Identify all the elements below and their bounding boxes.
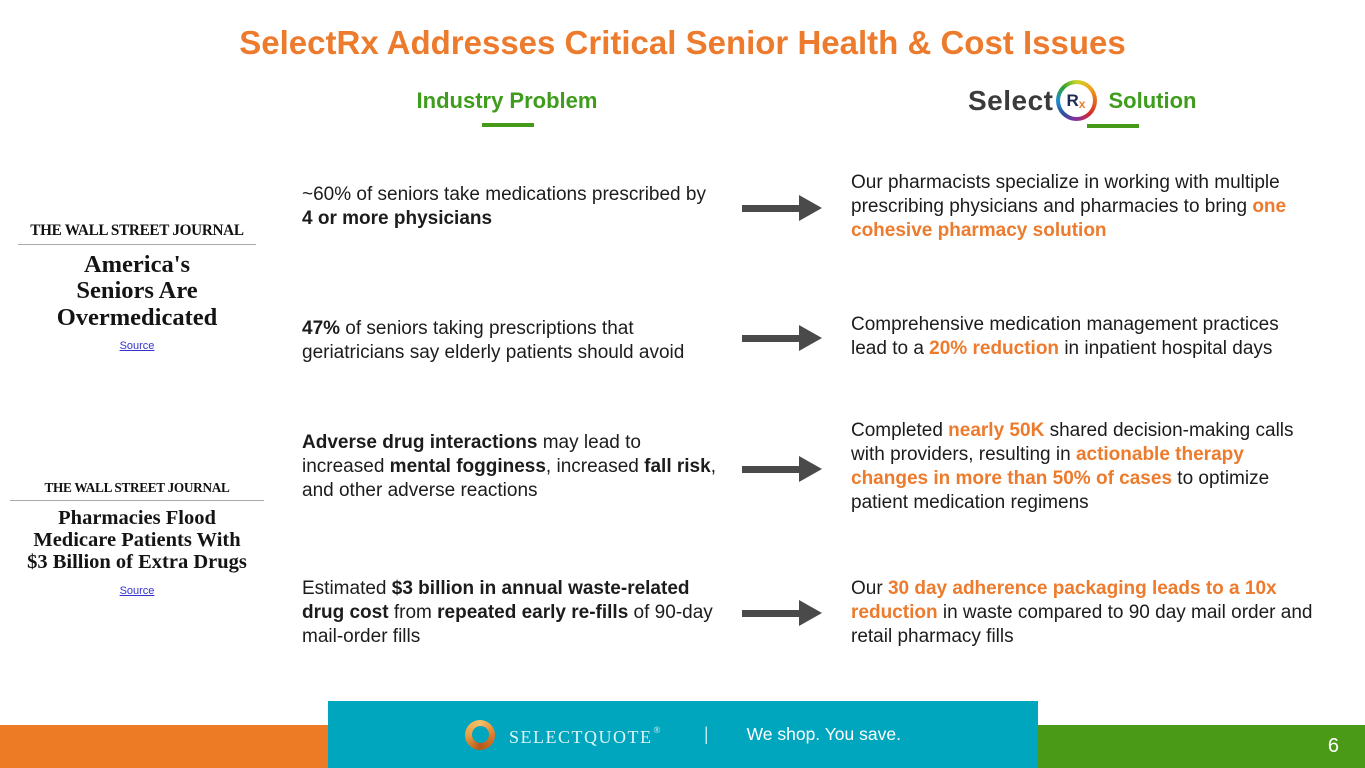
arrow-right-icon [742,325,822,351]
column-header-industry-problem: Industry Problem [416,88,598,113]
solution-text-1: Our pharmacists specialize in working wi… [851,172,1287,241]
article-headline: America's Seniors Are Overmedicated [56,251,218,331]
wsj-masthead: THE WALL STREET JOURNAL [44,480,230,495]
problem-header-underline [482,123,534,127]
wsj-clipping-overmedicated: THE WALL STREET JOURNAL America's Senior… [18,222,256,354]
problem-text-2: 47% of seniors taking prescriptions that… [302,318,685,363]
page-number: 6 [1327,735,1339,757]
problem-text-1: ~60% of seniors take medications prescri… [302,184,706,229]
arrow-right-icon [742,195,822,221]
arrow-right-icon [742,600,822,626]
footer-divider: | [703,724,709,744]
page-title: SelectRx Addresses Critical Senior Healt… [239,24,1126,61]
masthead-divider [18,244,256,245]
footer-brand-bar: SelectQuote® | We shop. You save. [328,701,1038,768]
problem-text-4: Estimated $3 billion in annual waste-rel… [302,578,713,647]
registered-mark: ® [653,724,662,735]
masthead-divider [10,500,264,501]
selectquote-ring-icon [465,719,496,750]
solution-header-underline [1087,124,1139,128]
footer-green-bar [1038,725,1365,768]
problem-text-3: Adverse drug interactions may lead to in… [302,432,716,501]
article-headline: Pharmacies Flood Medicare Patients With … [27,507,247,574]
source-link[interactable]: Source [119,585,155,598]
arrow-right-icon [742,456,822,482]
selectrx-logo-text: Select [968,84,1054,116]
wsj-clipping-extra-drugs: THE WALL STREET JOURNAL Pharmacies Flood… [10,480,264,599]
source-link[interactable]: Source [119,340,155,353]
solution-label: Solution [1108,87,1197,113]
solution-text-3: Completed nearly 50K shared decision-mak… [851,420,1294,513]
solution-text-4: Our 30 day adherence packaging leads to … [851,578,1313,647]
selectquote-wordmark: SelectQuote® [509,719,662,749]
footer-orange-bar [0,725,328,768]
solution-text-2: Comprehensive medication management prac… [851,314,1279,359]
wsj-masthead: THE WALL STREET JOURNAL [30,222,244,239]
footer-tagline: We shop. You save. [746,724,901,744]
